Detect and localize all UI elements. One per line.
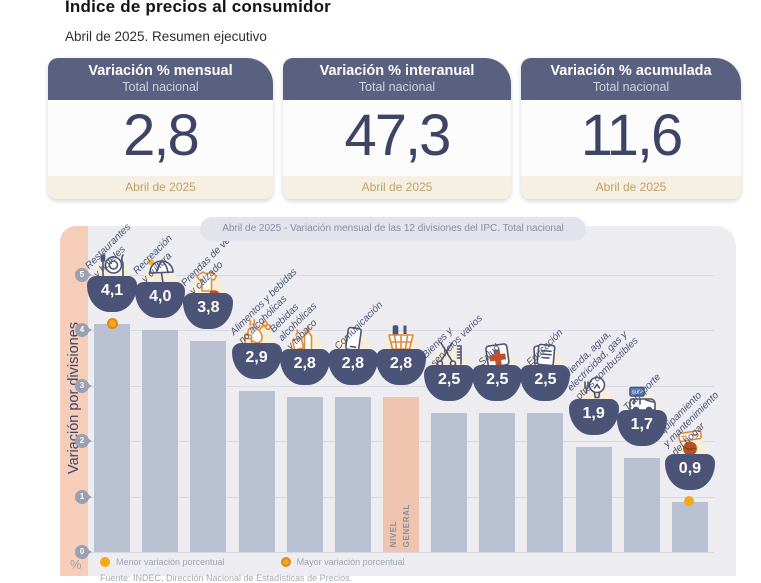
legend-label: Menor variación porcentual bbox=[116, 557, 225, 567]
y-tick-0: 0 bbox=[75, 545, 92, 559]
bar-6 bbox=[334, 396, 371, 552]
bar-1 bbox=[94, 324, 131, 552]
gridline-3 bbox=[88, 385, 714, 387]
menor-variacion-dot bbox=[684, 496, 695, 507]
value-bubble: 2,5 bbox=[424, 365, 475, 402]
card-header: Variación % interanual Total nacional bbox=[283, 58, 511, 100]
card-period: Abril de 2025 bbox=[283, 176, 511, 199]
card-scope: Total nacional bbox=[358, 80, 436, 94]
basket-icon bbox=[388, 324, 414, 350]
card-scope: Total nacional bbox=[122, 80, 199, 94]
chart-title: Abril de 2025 - Variación mensual de las… bbox=[200, 217, 586, 241]
card-title: Variación % acumulada bbox=[550, 63, 712, 79]
value-bubble: 4,1 bbox=[87, 276, 138, 313]
chart-legend: Menor variación porcentual Mayor variació… bbox=[100, 557, 405, 567]
bar-2 bbox=[142, 330, 179, 552]
summary-card-monthly: Variación % mensual Total nacional 2,8 A… bbox=[48, 58, 273, 199]
y-tick-4: 4 bbox=[75, 323, 92, 337]
legend-label: Mayor variación porcentual bbox=[296, 557, 405, 567]
legend-item-mayor: Mayor variación porcentual bbox=[280, 557, 405, 567]
gridline-0 bbox=[88, 552, 714, 553]
page-title: Índice de precios al consumidor bbox=[65, 0, 331, 16]
value-bubble: 2,8 bbox=[376, 348, 426, 385]
card-period: Abril de 2025 bbox=[48, 176, 273, 199]
summary-card-interannual: Variación % interanual Total nacional 47… bbox=[283, 58, 511, 199]
gridline-4 bbox=[88, 330, 714, 331]
bar-5 bbox=[286, 396, 323, 552]
mayor-variacion-dot bbox=[106, 318, 118, 330]
card-header: Variación % mensual Total nacional bbox=[48, 58, 273, 100]
value-bubble: 2,9 bbox=[231, 343, 282, 380]
accumulated-variation-value: 11,6 bbox=[580, 103, 684, 168]
monthly-variation-value: 2,8 bbox=[123, 103, 200, 168]
page-subtitle: Abril de 2025. Resumen ejecutivo bbox=[65, 29, 267, 44]
svg-text:SUBE: SUBE bbox=[632, 389, 644, 394]
value-bubble: 4,0 bbox=[135, 282, 186, 318]
value-bubble: 2,8 bbox=[327, 348, 378, 385]
bar-9 bbox=[479, 413, 516, 552]
ringed-dot bbox=[280, 557, 291, 567]
value-bubble: 2,8 bbox=[279, 348, 330, 385]
card-title: Variación % mensual bbox=[88, 63, 233, 79]
y-tick-1: 1 bbox=[75, 489, 92, 504]
ipc-divisions-chart: Variación por divisiones Abril de 2025 -… bbox=[60, 217, 736, 583]
y-axis-strip: Variación por divisiones bbox=[60, 226, 88, 576]
card-period: Abril de 2025 bbox=[521, 176, 741, 199]
source-note: Fuente: INDEC, Dirección Nacional de Est… bbox=[100, 573, 353, 583]
education-icon bbox=[533, 343, 556, 367]
value-bubble: 0,9 bbox=[664, 454, 715, 491]
y-tick-2: 2 bbox=[75, 434, 92, 448]
nivel-general-bar-label: NIVEL GENERAL bbox=[389, 503, 411, 547]
card-title: Variación % interanual bbox=[319, 63, 475, 79]
restaurant-icon bbox=[100, 254, 124, 279]
solid-dot bbox=[100, 557, 110, 567]
legend-item-menor: Menor variación porcentual bbox=[100, 557, 225, 567]
summary-card-accumulated: Variación % acumulada Total nacional 11,… bbox=[521, 58, 741, 199]
card-scope: Total nacional bbox=[592, 80, 670, 94]
y-tick-5: 5 bbox=[75, 267, 92, 282]
bar-8 bbox=[431, 413, 468, 552]
y-axis-unit: % bbox=[70, 557, 82, 572]
value-bubble: 1,9 bbox=[568, 398, 619, 435]
value-bubble: 2,5 bbox=[472, 365, 523, 402]
bar-7: NIVEL GENERAL bbox=[383, 396, 419, 552]
y-tick-3: 3 bbox=[75, 378, 92, 393]
food-icon bbox=[243, 319, 271, 345]
bar-13 bbox=[671, 502, 708, 552]
value-bubble: 1,7 bbox=[616, 409, 667, 446]
bar-12 bbox=[623, 457, 660, 552]
value-bubble: 3,8 bbox=[183, 293, 234, 330]
bar-4 bbox=[238, 391, 275, 552]
bar-10 bbox=[527, 413, 564, 552]
card-header: Variación % acumulada Total nacional bbox=[521, 58, 741, 100]
y-axis-label: Variación por divisiones bbox=[66, 321, 82, 475]
gridline-5 bbox=[88, 274, 714, 276]
household-equipment-icon bbox=[677, 429, 702, 456]
bar-3 bbox=[190, 341, 227, 552]
interannual-variation-value: 47,3 bbox=[344, 103, 452, 168]
bar-11 bbox=[575, 446, 612, 552]
